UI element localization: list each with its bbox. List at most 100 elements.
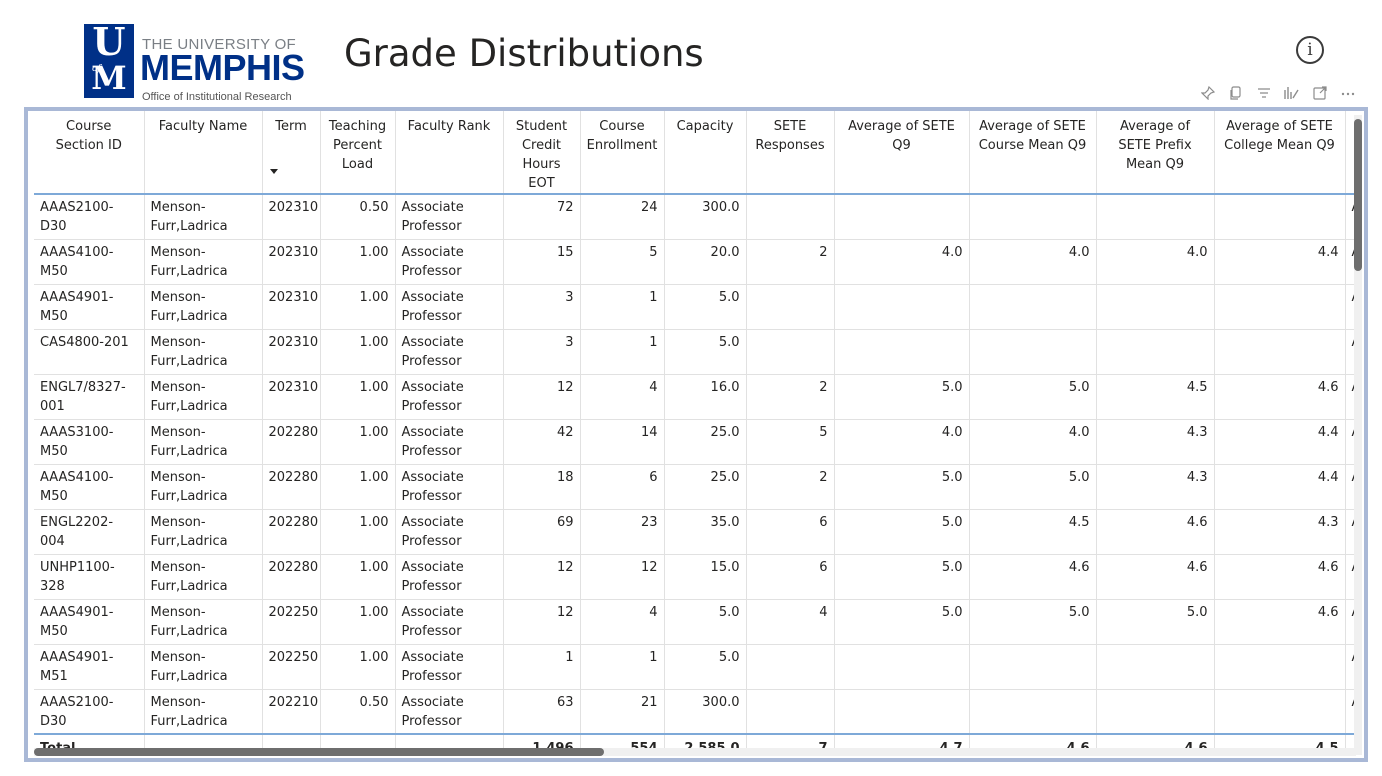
col-header-capacity[interactable]: Capacity [664,111,747,195]
col-header-faculty-name[interactable]: Faculty Name [144,111,263,195]
col-header-term[interactable]: Term [262,111,321,195]
table-row[interactable]: AAAS4901-M50 Menson-Furr,Ladrica 202310 1.0… [34,284,1356,330]
cell-sete-responses: 5 [746,419,835,465]
cell-faculty-rank: Associate Professor [395,644,504,690]
cell-course-section-id: ENGL7/8327-001 [34,374,145,420]
table-row[interactable]: CAS4800-201 Menson-Furr,Ladrica 202310 1.00… [34,329,1356,375]
col-header-avg-sete-course-mean-q9[interactable]: Average of SETE Course Mean Q9 [969,111,1097,195]
cell-truncated: A [1345,419,1356,465]
col-header-course-enrollment[interactable]: Course Enrollment [580,111,665,195]
table-row[interactable]: AAAS3100-M50 Menson-Furr,Ladrica 202280 1.0… [34,419,1356,465]
cell-sete-responses [746,284,835,330]
table-row[interactable]: ENGL7/8327-001 Menson-Furr,Ladrica 202310 1… [34,374,1356,420]
cell-term: 202250 [262,644,321,690]
col-header-avg-sete-college-mean-q9[interactable]: Average of SETE College Mean Q9 [1214,111,1346,195]
cell-avg-sete-course-mean-q9 [969,689,1097,735]
cell-capacity: 16.0 [664,374,747,420]
cell-course-section-id: AAAS2100-D30 [34,689,145,735]
cell-course-section-id: AAAS2100-D30 [34,194,145,240]
cell-avg-sete-course-mean-q9: 5.0 [969,464,1097,510]
cell-truncated: A [1345,464,1356,510]
table-row[interactable]: AAAS4901-M51 Menson-Furr,Ladrica 202250 1.0… [34,644,1356,690]
cell-term: 202310 [262,329,321,375]
cell-student-credit-hours: 12 [503,554,581,600]
cell-sete-responses: 2 [746,239,835,285]
cell-faculty-rank: Associate Professor [395,284,504,330]
pin-icon[interactable] [1198,85,1218,104]
cell-truncated: A [1345,644,1356,690]
cell-truncated: A [1345,329,1356,375]
copy-icon[interactable] [1226,86,1246,104]
cell-teaching-percent-load: 1.00 [320,509,396,555]
cell-avg-sete-college-mean-q9: 4.4 [1214,419,1346,465]
filter-icon[interactable] [1254,86,1274,104]
table-visual: Course Section ID Faculty Name Term Teac… [24,107,1368,762]
cell-course-section-id: AAAS4901-M50 [34,284,145,330]
table-grid[interactable]: Course Section ID Faculty Name Term Teac… [34,111,1356,755]
table-body: AAAS2100-D30 Menson-Furr,Ladrica 202310 0.5… [34,194,1356,755]
cell-teaching-percent-load: 1.00 [320,284,396,330]
col-header-course-section-id[interactable]: Course Section ID [34,111,145,195]
col-header-teaching-percent-load[interactable]: Teaching Percent Load [320,111,396,195]
col-header-avg-sete-q9[interactable]: Average of SETE Q9 [834,111,970,195]
logo-university-line: THE UNIVERSITY OF [142,36,297,53]
col-header-sete-responses[interactable]: SETE Responses [746,111,835,195]
horizontal-scrollbar[interactable] [34,748,1356,756]
cell-teaching-percent-load: 1.00 [320,464,396,510]
info-button[interactable]: i [1296,36,1324,64]
personalize-icon[interactable] [1282,86,1302,104]
cell-course-section-id: AAAS4100-M50 [34,239,145,285]
cell-faculty-rank: Associate Professor [395,239,504,285]
table-row[interactable]: AAAS2100-D30 Menson-Furr,Ladrica 202310 0.5… [34,194,1356,240]
col-header-term-label: Term [275,119,307,134]
table-row[interactable]: AAAS4100-M50 Menson-Furr,Ladrica 202280 1.0… [34,464,1356,510]
cell-sete-responses [746,329,835,375]
cell-course-enrollment: 23 [580,509,665,555]
cell-avg-sete-course-mean-q9: 4.0 [969,419,1097,465]
cell-course-enrollment: 1 [580,644,665,690]
focus-mode-icon[interactable] [1310,86,1330,104]
cell-faculty-rank: Associate Professor [395,554,504,600]
cell-faculty-name: Menson-Furr,Ladrica [144,329,263,375]
cell-avg-sete-q9: 5.0 [834,374,970,420]
sort-descending-icon [269,169,278,174]
cell-course-enrollment: 1 [580,329,665,375]
cell-course-enrollment: 21 [580,689,665,735]
table-row[interactable]: AAAS2100-D30 Menson-Furr,Ladrica 202210 0.5… [34,689,1356,735]
cell-avg-sete-college-mean-q9: 4.6 [1214,599,1346,645]
horizontal-scrollbar-thumb[interactable] [34,748,604,756]
cell-capacity: 300.0 [664,194,747,240]
cell-term: 202280 [262,419,321,465]
cell-term: 202280 [262,464,321,510]
vertical-scrollbar-thumb[interactable] [1354,119,1362,271]
col-header-faculty-rank[interactable]: Faculty Rank [395,111,504,195]
cell-avg-sete-prefix-mean-q9: 4.5 [1096,374,1215,420]
more-options-icon[interactable] [1338,86,1358,104]
table-row[interactable]: AAAS4100-M50 Menson-Furr,Ladrica 202310 1.0… [34,239,1356,285]
cell-avg-sete-q9 [834,194,970,240]
cell-course-enrollment: 5 [580,239,665,285]
cell-truncated: A [1345,194,1356,240]
cell-course-section-id: AAAS4100-M50 [34,464,145,510]
cell-avg-sete-course-mean-q9: 5.0 [969,374,1097,420]
table-row[interactable]: UNHP1100-328 Menson-Furr,Ladrica 202280 1.0… [34,554,1356,600]
cell-faculty-name: Menson-Furr,Ladrica [144,194,263,240]
table-row[interactable]: AAAS4901-M50 Menson-Furr,Ladrica 202250 1.0… [34,599,1356,645]
cell-faculty-rank: Associate Professor [395,464,504,510]
cell-faculty-name: Menson-Furr,Ladrica [144,689,263,735]
cell-course-enrollment: 6 [580,464,665,510]
cell-avg-sete-college-mean-q9: 4.6 [1214,554,1346,600]
col-header-truncated[interactable]: A [1345,111,1356,195]
cell-teaching-percent-load: 1.00 [320,374,396,420]
cell-faculty-rank: Associate Professor [395,509,504,555]
cell-truncated: A [1345,554,1356,600]
cell-avg-sete-course-mean-q9 [969,329,1097,375]
table-row[interactable]: ENGL2202-004 Menson-Furr,Ladrica 202280 1.0… [34,509,1356,555]
cell-faculty-name: Menson-Furr,Ladrica [144,284,263,330]
vertical-scrollbar[interactable] [1354,115,1362,755]
col-header-student-credit-hours[interactable]: Student Credit Hours EOT [503,111,581,195]
cell-student-credit-hours: 3 [503,284,581,330]
col-header-avg-sete-prefix-mean-q9[interactable]: Average of SETE Prefix Mean Q9 [1096,111,1215,195]
cell-avg-sete-q9 [834,284,970,330]
cell-course-enrollment: 4 [580,599,665,645]
